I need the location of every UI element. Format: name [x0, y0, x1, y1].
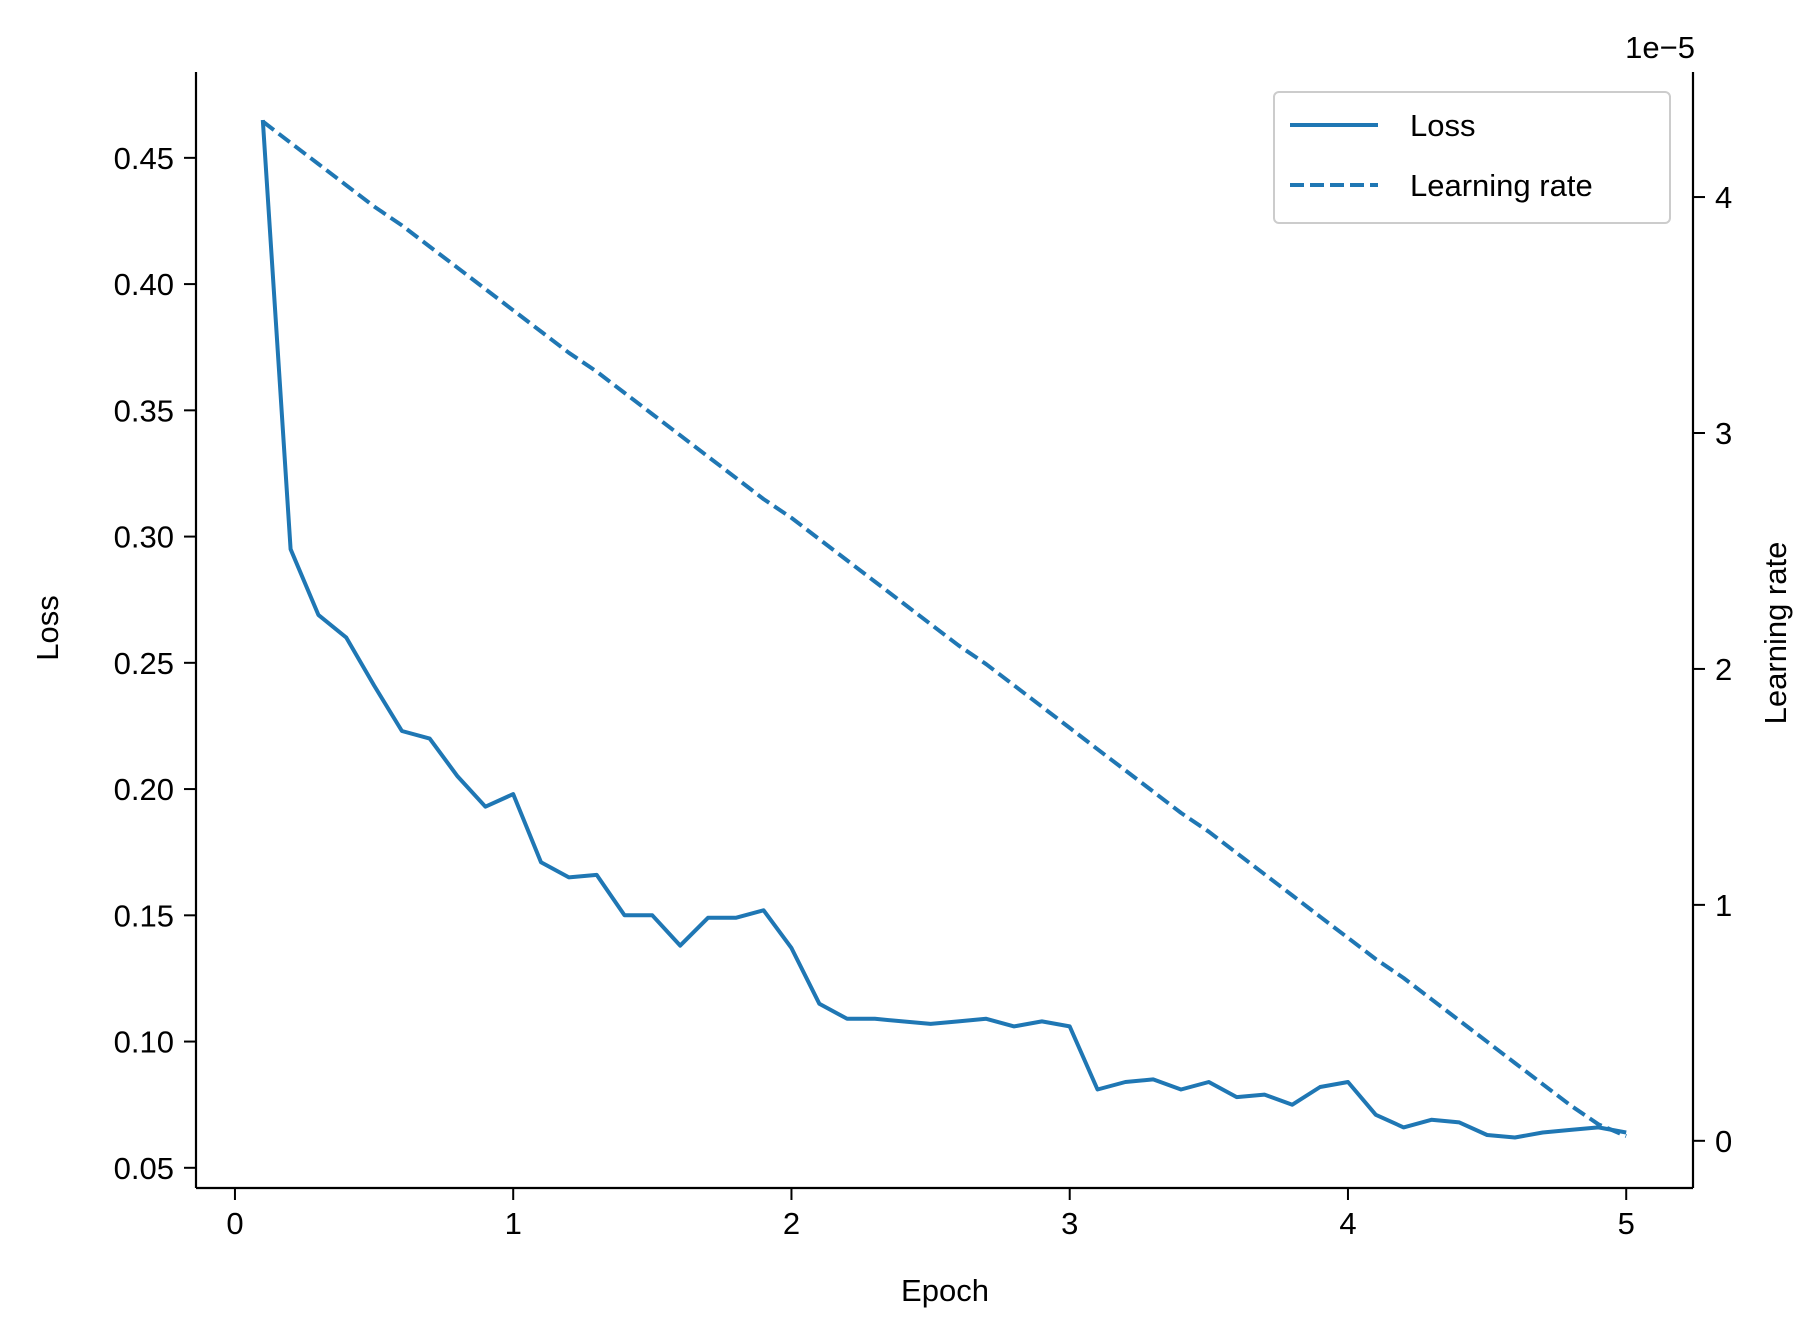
- x-tick-label: 0: [226, 1206, 243, 1241]
- legend-label-loss: Loss: [1410, 108, 1475, 143]
- y-tick-label: 0.40: [114, 267, 174, 302]
- legend: Loss Learning rate: [1273, 91, 1671, 224]
- y-tick-label: 0.25: [114, 646, 174, 681]
- y-tick-label: 0.35: [114, 393, 174, 428]
- y2-tick-label: 1: [1715, 888, 1732, 923]
- y2-tick-label: 0: [1715, 1124, 1732, 1159]
- y2-tick-label: 4: [1715, 180, 1732, 215]
- x-tick-label: 3: [1061, 1206, 1078, 1241]
- y-tick-label: 0.20: [114, 772, 174, 807]
- y-tick-label: 0.05: [114, 1151, 174, 1186]
- series-line-loss: [260, 119, 1627, 1140]
- y-tick-label: 0.30: [114, 520, 174, 555]
- axes-layer: 0 1 2 3 4 5 0.05 0.10 0.15 0.20 0.25 0.30 0.35 0.40 0.…: [114, 72, 1732, 1241]
- series-line-learning-rate: [261, 119, 1627, 1138]
- y2-tick-label: 2: [1715, 652, 1732, 687]
- y2-tick-label: 3: [1715, 416, 1732, 451]
- series-layer: [260, 119, 1627, 1140]
- legend-label-learning-rate: Learning rate: [1410, 168, 1593, 203]
- x-tick-label: 4: [1339, 1206, 1356, 1241]
- y-tick-label: 0.10: [114, 1025, 174, 1060]
- y-axis-title: Loss: [30, 595, 65, 660]
- y-tick-label: 0.45: [114, 141, 174, 176]
- y-tick-label: 0.15: [114, 898, 174, 933]
- x-axis-title: Epoch: [901, 1273, 989, 1308]
- y2-axis-title: Learning rate: [1758, 542, 1793, 725]
- x-tick-label: 2: [783, 1206, 800, 1241]
- x-tick-label: 5: [1618, 1206, 1635, 1241]
- x-tick-label: 1: [505, 1206, 522, 1241]
- y2-offset-text: 1e−5: [1625, 30, 1695, 65]
